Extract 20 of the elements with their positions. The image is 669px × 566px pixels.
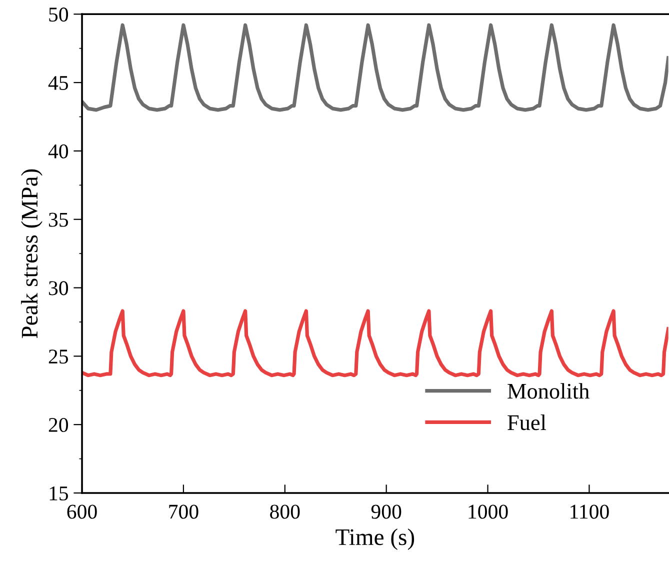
y-tick-label: 25 (48, 350, 68, 364)
y-tick-label: 30 (48, 281, 68, 296)
line-series (82, 23, 668, 112)
legend-label: Fuel (508, 414, 546, 430)
y-tick-label: 20 (48, 418, 68, 432)
x-axis-title: Time (s) (336, 528, 414, 550)
legend-label: Monolith (508, 383, 590, 399)
y-tick-label: 40 (48, 144, 68, 158)
x-tick-label: 600 (67, 504, 97, 519)
x-tick-label: 900 (371, 504, 402, 519)
x-tick-label: 1100 (570, 504, 609, 519)
x-tick-label: 700 (169, 504, 198, 519)
y-tick-label: 35 (48, 212, 68, 227)
x-tick-label: 1000 (468, 504, 508, 519)
line-series (82, 309, 668, 378)
x-tick-label: 800 (270, 504, 300, 519)
y-tick-label: 15 (50, 486, 68, 500)
y-tick-label: 50 (49, 8, 68, 22)
y-tick-label: 45 (48, 76, 68, 90)
y-axis-title: Peak stress (MPa) (21, 169, 42, 338)
